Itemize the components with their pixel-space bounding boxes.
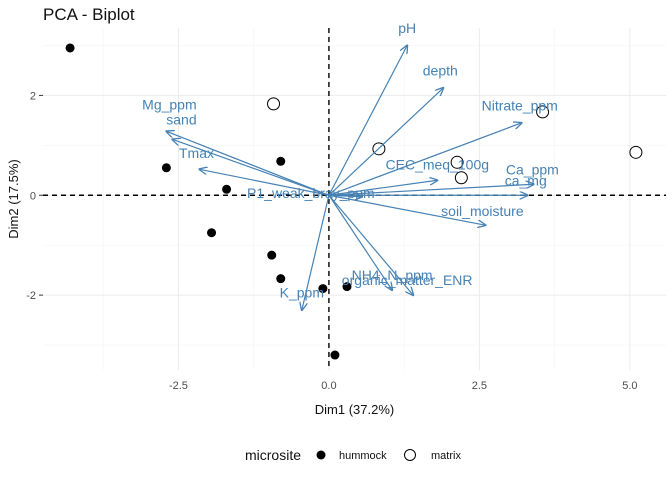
legend-hummock-label: hummock xyxy=(339,450,387,462)
arrow-nh4-n-ppm xyxy=(328,194,392,290)
point-matrix xyxy=(454,171,468,185)
point-hummock xyxy=(161,163,171,173)
arrow-label-tmax: Tmax xyxy=(179,145,214,161)
arrow-label-depth: depth xyxy=(423,62,458,78)
arrow-label-cec-meq-100g: CEC_meq_100g xyxy=(386,156,490,172)
point-hummock xyxy=(222,184,232,194)
point-hummock xyxy=(276,156,286,166)
arrow-nitrate-ppm xyxy=(328,123,522,196)
legend-matrix-symbol xyxy=(404,449,416,461)
point-hummock xyxy=(342,282,352,292)
arrow-label-ca-mg: ca_mg xyxy=(505,172,547,188)
y-tick-label: 2 xyxy=(30,90,36,102)
arrow-label-p1-weak-bray-ppm: P1_weak_bray_ppm xyxy=(247,185,375,201)
point-matrix xyxy=(450,155,464,169)
y-tick-label: -2 xyxy=(26,290,36,302)
arrow-depth xyxy=(328,88,443,196)
point-hummock xyxy=(330,350,340,360)
chart-title: PCA - Biplot xyxy=(43,5,135,24)
arrow-mg-ppm xyxy=(166,131,330,196)
arrow-label-sand: sand xyxy=(166,111,196,127)
point-matrix xyxy=(267,97,281,111)
y-axis-ticks: -2 0 2 xyxy=(26,90,43,302)
x-axis-title: Dim1 (37.2%) xyxy=(315,402,394,417)
arrow-label-k-ppm: K_ppm xyxy=(280,285,324,301)
arrow-soil-moisture xyxy=(328,194,486,225)
point-matrix xyxy=(372,142,386,156)
legend-title: microsite xyxy=(245,447,301,463)
point-hummock xyxy=(318,284,328,294)
arrow-tmax xyxy=(200,169,330,196)
legend-hummock-symbol xyxy=(316,450,326,460)
x-tick-label: 5.0 xyxy=(622,380,637,392)
arrow-label-ca-ppm: Ca_ppm xyxy=(506,161,559,177)
arrow-label-mg-ppm: Mg_ppm xyxy=(142,96,196,112)
individual-points xyxy=(65,43,643,360)
arrow-sand xyxy=(172,139,330,196)
x-tick-label: 0.0 xyxy=(321,380,336,392)
arrow-label-ph: pH xyxy=(398,20,416,36)
arrow-label-organic-matter-enr: organic_matter_ENR xyxy=(342,272,473,288)
arrow-label-soil-moisture: soil_moisture xyxy=(441,203,524,219)
point-hummock xyxy=(65,43,75,53)
arrow-label-nh4-n-ppm: NH4_N_ppm xyxy=(352,267,433,283)
legend-matrix-label: matrix xyxy=(431,450,461,462)
arrow-organic-matter-enr xyxy=(328,194,413,295)
point-matrix xyxy=(629,145,643,159)
point-hummock xyxy=(276,274,286,284)
arrow-label-nitrate-ppm: Nitrate_ppm xyxy=(482,97,558,113)
y-axis-title: Dim2 (17.5%) xyxy=(6,159,21,238)
arrow-p1-weak-bray-ppm xyxy=(328,195,362,196)
arrow-cec-meq-100g xyxy=(328,180,437,196)
arrow-ph xyxy=(328,45,407,196)
x-tick-label: -2.5 xyxy=(169,380,188,392)
x-tick-label: 2.5 xyxy=(472,380,487,392)
point-hummock xyxy=(267,250,277,260)
legend: microsite hummock matrix xyxy=(245,447,461,463)
arrow-k-ppm xyxy=(302,195,330,310)
y-tick-label: 0 xyxy=(30,190,36,202)
point-matrix xyxy=(536,105,550,119)
x-axis-ticks: -2.5 0.0 2.5 5.0 xyxy=(169,380,638,392)
point-hummock xyxy=(207,228,217,238)
zero-lines xyxy=(43,28,666,370)
